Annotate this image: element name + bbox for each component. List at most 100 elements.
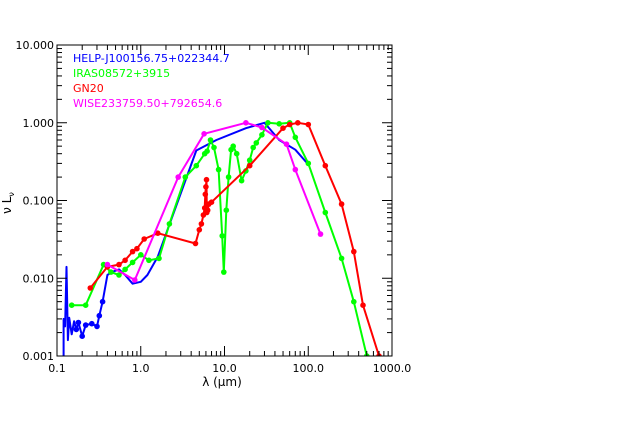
data-point (89, 320, 95, 327)
data-point (204, 207, 211, 213)
data-point (68, 302, 75, 309)
data-point (207, 137, 214, 143)
data-point (116, 261, 122, 268)
y-tick-label: 10.000 (16, 39, 55, 52)
data-point (360, 302, 366, 309)
legend-entry: IRAS08572+3915 (73, 67, 170, 80)
x-tick-label: 10.0 (212, 362, 237, 375)
data-point (246, 162, 253, 169)
data-point (243, 120, 249, 126)
data-point (175, 174, 181, 180)
data-point (196, 227, 203, 233)
series-group (87, 120, 382, 356)
data-point (223, 207, 230, 213)
data-point (156, 255, 162, 262)
data-point (99, 298, 106, 305)
data-point (138, 252, 144, 258)
data-point (122, 257, 128, 264)
data-point (280, 125, 286, 131)
y-axis-label-subscript: ν (7, 192, 16, 197)
data-point (338, 201, 345, 207)
plot-border (56, 44, 393, 357)
data-point (202, 191, 209, 198)
data-point (215, 166, 222, 173)
data-point (87, 285, 94, 291)
series-layer (62, 120, 382, 356)
series-group (62, 121, 310, 356)
data-point (108, 269, 114, 275)
data-point (82, 302, 89, 309)
data-point (116, 272, 122, 278)
data-point (305, 121, 312, 128)
x-tick-label: 1.0 (132, 362, 150, 375)
y-tick-label: 0.100 (23, 195, 55, 208)
data-point (94, 323, 100, 330)
x-axis-label: λ (μm) (202, 375, 242, 389)
tick-labels: 0.1 1.0 10.0 100.0 1000.0 0.001 0.010 0.100 1.00… (16, 39, 412, 375)
y-axis-label: ν Lν (0, 192, 16, 214)
data-point (351, 248, 357, 255)
data-point (283, 141, 290, 147)
data-point (338, 255, 345, 262)
data-point (292, 134, 299, 141)
tick-marks (56, 45, 392, 357)
data-point (208, 199, 215, 205)
data-point (82, 322, 89, 328)
data-point (129, 259, 136, 266)
data-point (134, 245, 140, 252)
data-point (201, 131, 207, 137)
y-tick-label: 0.001 (23, 350, 55, 363)
legend-entry: GN20 (73, 82, 104, 95)
data-point (259, 132, 265, 138)
legend-entry: HELP-J100156.75+022344.7 (73, 52, 230, 65)
data-point (192, 240, 199, 247)
data-point (221, 269, 227, 275)
data-point (233, 150, 240, 157)
data-point (238, 177, 245, 184)
x-tick-label: 1000.0 (373, 362, 412, 375)
x-tick-label: 100.0 (293, 362, 325, 375)
data-point (292, 166, 299, 173)
data-point (322, 162, 329, 169)
data-point (129, 248, 136, 255)
series-line (62, 121, 310, 356)
data-point (104, 261, 111, 268)
series-group (68, 120, 370, 356)
data-point (225, 174, 232, 180)
data-point (79, 333, 85, 340)
data-point (166, 221, 173, 227)
data-point (351, 298, 357, 305)
y-tick-label: 0.010 (23, 272, 55, 285)
data-point (295, 120, 301, 126)
data-point (193, 162, 200, 169)
y-axis-label-main: ν L (0, 196, 14, 214)
axes-frame (56, 44, 393, 357)
data-point (265, 120, 271, 126)
series-group (104, 120, 324, 283)
data-point (155, 230, 161, 236)
data-point (317, 231, 324, 237)
data-point (132, 277, 138, 283)
data-point (204, 148, 210, 154)
data-point (73, 326, 80, 333)
data-point (322, 209, 329, 216)
data-point (203, 176, 210, 183)
data-point (141, 236, 147, 242)
data-point (203, 184, 209, 190)
data-point (146, 257, 152, 264)
y-tick-label: 1.000 (23, 117, 55, 130)
data-point (259, 124, 265, 131)
data-point (305, 160, 312, 167)
data-point (276, 121, 283, 127)
data-point (230, 143, 236, 149)
data-point (198, 221, 205, 227)
data-point (286, 121, 293, 128)
data-point (122, 266, 128, 273)
series-line (71, 121, 368, 356)
data-point (246, 157, 253, 163)
x-tick-label: 0.1 (48, 362, 66, 375)
data-point (75, 319, 82, 326)
data-point (250, 144, 256, 151)
